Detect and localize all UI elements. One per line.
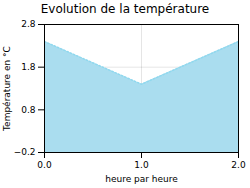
svg-text:0.0: 0.0 — [37, 160, 52, 170]
svg-text:Température en °C: Température en °C — [2, 46, 12, 132]
svg-text:1.8: 1.8 — [21, 62, 36, 72]
svg-text:2.0: 2.0 — [231, 160, 246, 170]
svg-text:heure par heure: heure par heure — [105, 174, 178, 184]
html-text:Evolution de la température: Evolution de la température — [40, 2, 210, 16]
svg-text:−0.2: −0.2 — [14, 147, 36, 157]
svg-text:1.0: 1.0 — [134, 160, 149, 170]
svg-text:2.8: 2.8 — [21, 19, 36, 29]
svg-text:0.8: 0.8 — [21, 105, 36, 115]
